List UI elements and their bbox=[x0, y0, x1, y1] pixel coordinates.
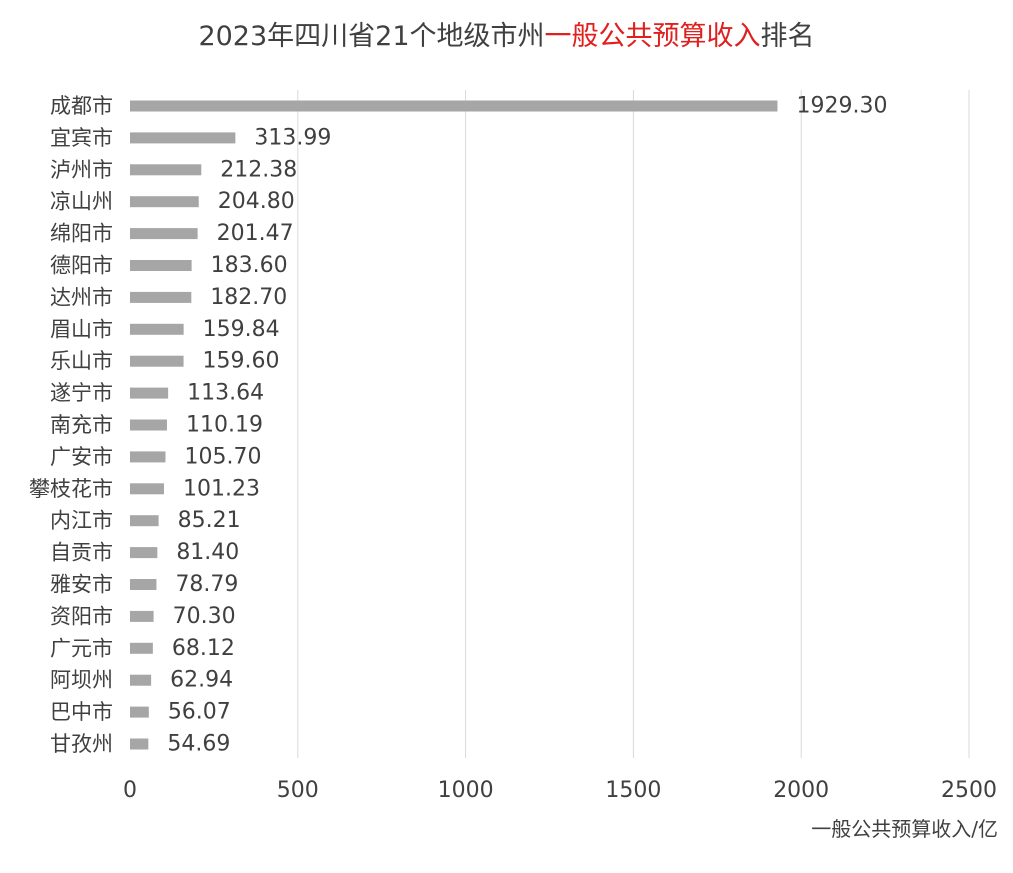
category-label: 遂宁市 bbox=[50, 381, 113, 405]
value-label: 1929.30 bbox=[796, 94, 887, 119]
x-tick-label: 0 bbox=[123, 778, 137, 803]
category-label: 雅安市 bbox=[50, 573, 113, 597]
bar bbox=[130, 738, 149, 750]
bar bbox=[130, 164, 202, 176]
bars bbox=[130, 100, 778, 750]
value-label: 68.12 bbox=[172, 636, 235, 661]
category-label: 广元市 bbox=[50, 636, 113, 660]
value-label: 113.64 bbox=[187, 381, 264, 406]
title-part-highlight: 一般公共预算收入 bbox=[544, 21, 761, 52]
category-label: 成都市 bbox=[50, 94, 113, 118]
category-labels: 成都市宜宾市泸州市凉山州绵阳市德阳市达州市眉山市乐山市遂宁市南充市广安市攀枝花市… bbox=[29, 94, 113, 756]
bar bbox=[130, 291, 192, 303]
value-label: 70.30 bbox=[173, 604, 236, 629]
value-label: 182.70 bbox=[210, 285, 287, 310]
value-label: 78.79 bbox=[175, 572, 238, 597]
value-label: 201.47 bbox=[217, 221, 294, 246]
value-label: 159.60 bbox=[203, 349, 280, 374]
category-label: 达州市 bbox=[50, 285, 113, 309]
bar bbox=[130, 706, 149, 718]
bar bbox=[130, 260, 192, 271]
category-label: 攀枝花市 bbox=[29, 477, 113, 501]
value-labels: 1929.30 313.99 212.38 204.80 201.47 183.60 182… bbox=[167, 94, 887, 757]
bar bbox=[130, 483, 164, 495]
x-axis-label: 一般公共预算收入/亿 bbox=[811, 817, 998, 841]
bar bbox=[130, 387, 169, 399]
bar bbox=[130, 196, 199, 208]
bar bbox=[130, 228, 198, 240]
category-label: 凉山州 bbox=[50, 190, 113, 214]
value-label: 81.40 bbox=[176, 540, 239, 565]
x-axis-ticks: 0 500 1000 1500 2000 2500 bbox=[123, 778, 997, 803]
value-label: 62.94 bbox=[170, 668, 233, 693]
bar bbox=[130, 132, 236, 144]
category-label: 眉山市 bbox=[50, 317, 113, 341]
category-label: 宜宾市 bbox=[50, 126, 113, 150]
value-label: 85.21 bbox=[178, 508, 241, 533]
category-label: 阿坝州 bbox=[50, 668, 113, 692]
category-label: 泸州市 bbox=[50, 158, 113, 182]
value-label: 212.38 bbox=[220, 157, 297, 182]
category-label: 绵阳市 bbox=[50, 222, 113, 246]
value-label: 54.69 bbox=[167, 732, 230, 757]
bar bbox=[130, 355, 184, 367]
x-tick-label: 500 bbox=[277, 778, 319, 803]
bar bbox=[130, 515, 159, 527]
category-label: 巴中市 bbox=[50, 700, 113, 724]
category-label: 自贡市 bbox=[50, 541, 113, 565]
value-label: 110.19 bbox=[186, 413, 263, 438]
category-label: 甘孜州 bbox=[50, 732, 113, 756]
category-label: 德阳市 bbox=[50, 254, 113, 278]
bar bbox=[130, 323, 184, 335]
category-label: 资阳市 bbox=[50, 604, 113, 628]
category-label: 南充市 bbox=[50, 413, 113, 437]
value-label: 105.70 bbox=[184, 444, 261, 469]
value-label: 183.60 bbox=[211, 253, 288, 278]
chart-title: 2023年四川省21个地级市州一般公共预算收入排名 bbox=[0, 14, 1013, 53]
value-label: 313.99 bbox=[254, 125, 331, 150]
bar bbox=[130, 579, 157, 590]
bar bbox=[130, 419, 167, 431]
bar bbox=[130, 100, 778, 112]
bar bbox=[130, 547, 158, 559]
title-part-1: 2023年四川省21个地级市州 bbox=[198, 21, 545, 52]
title-part-3: 排名 bbox=[760, 21, 815, 52]
value-label: 204.80 bbox=[218, 189, 295, 214]
bar bbox=[130, 451, 166, 463]
x-tick-label: 1500 bbox=[605, 778, 661, 803]
category-label: 内江市 bbox=[50, 509, 113, 533]
x-tick-label: 2500 bbox=[941, 778, 997, 803]
value-label: 56.07 bbox=[168, 700, 231, 725]
category-label: 乐山市 bbox=[50, 349, 113, 373]
category-label: 广安市 bbox=[50, 445, 113, 469]
bar bbox=[130, 674, 152, 686]
gridlines bbox=[297, 90, 970, 758]
x-tick-label: 2000 bbox=[773, 778, 829, 803]
x-tick-label: 1000 bbox=[438, 778, 494, 803]
bar bbox=[130, 610, 154, 622]
bar bbox=[130, 642, 153, 654]
value-label: 159.84 bbox=[203, 317, 280, 342]
value-label: 101.23 bbox=[183, 476, 260, 501]
